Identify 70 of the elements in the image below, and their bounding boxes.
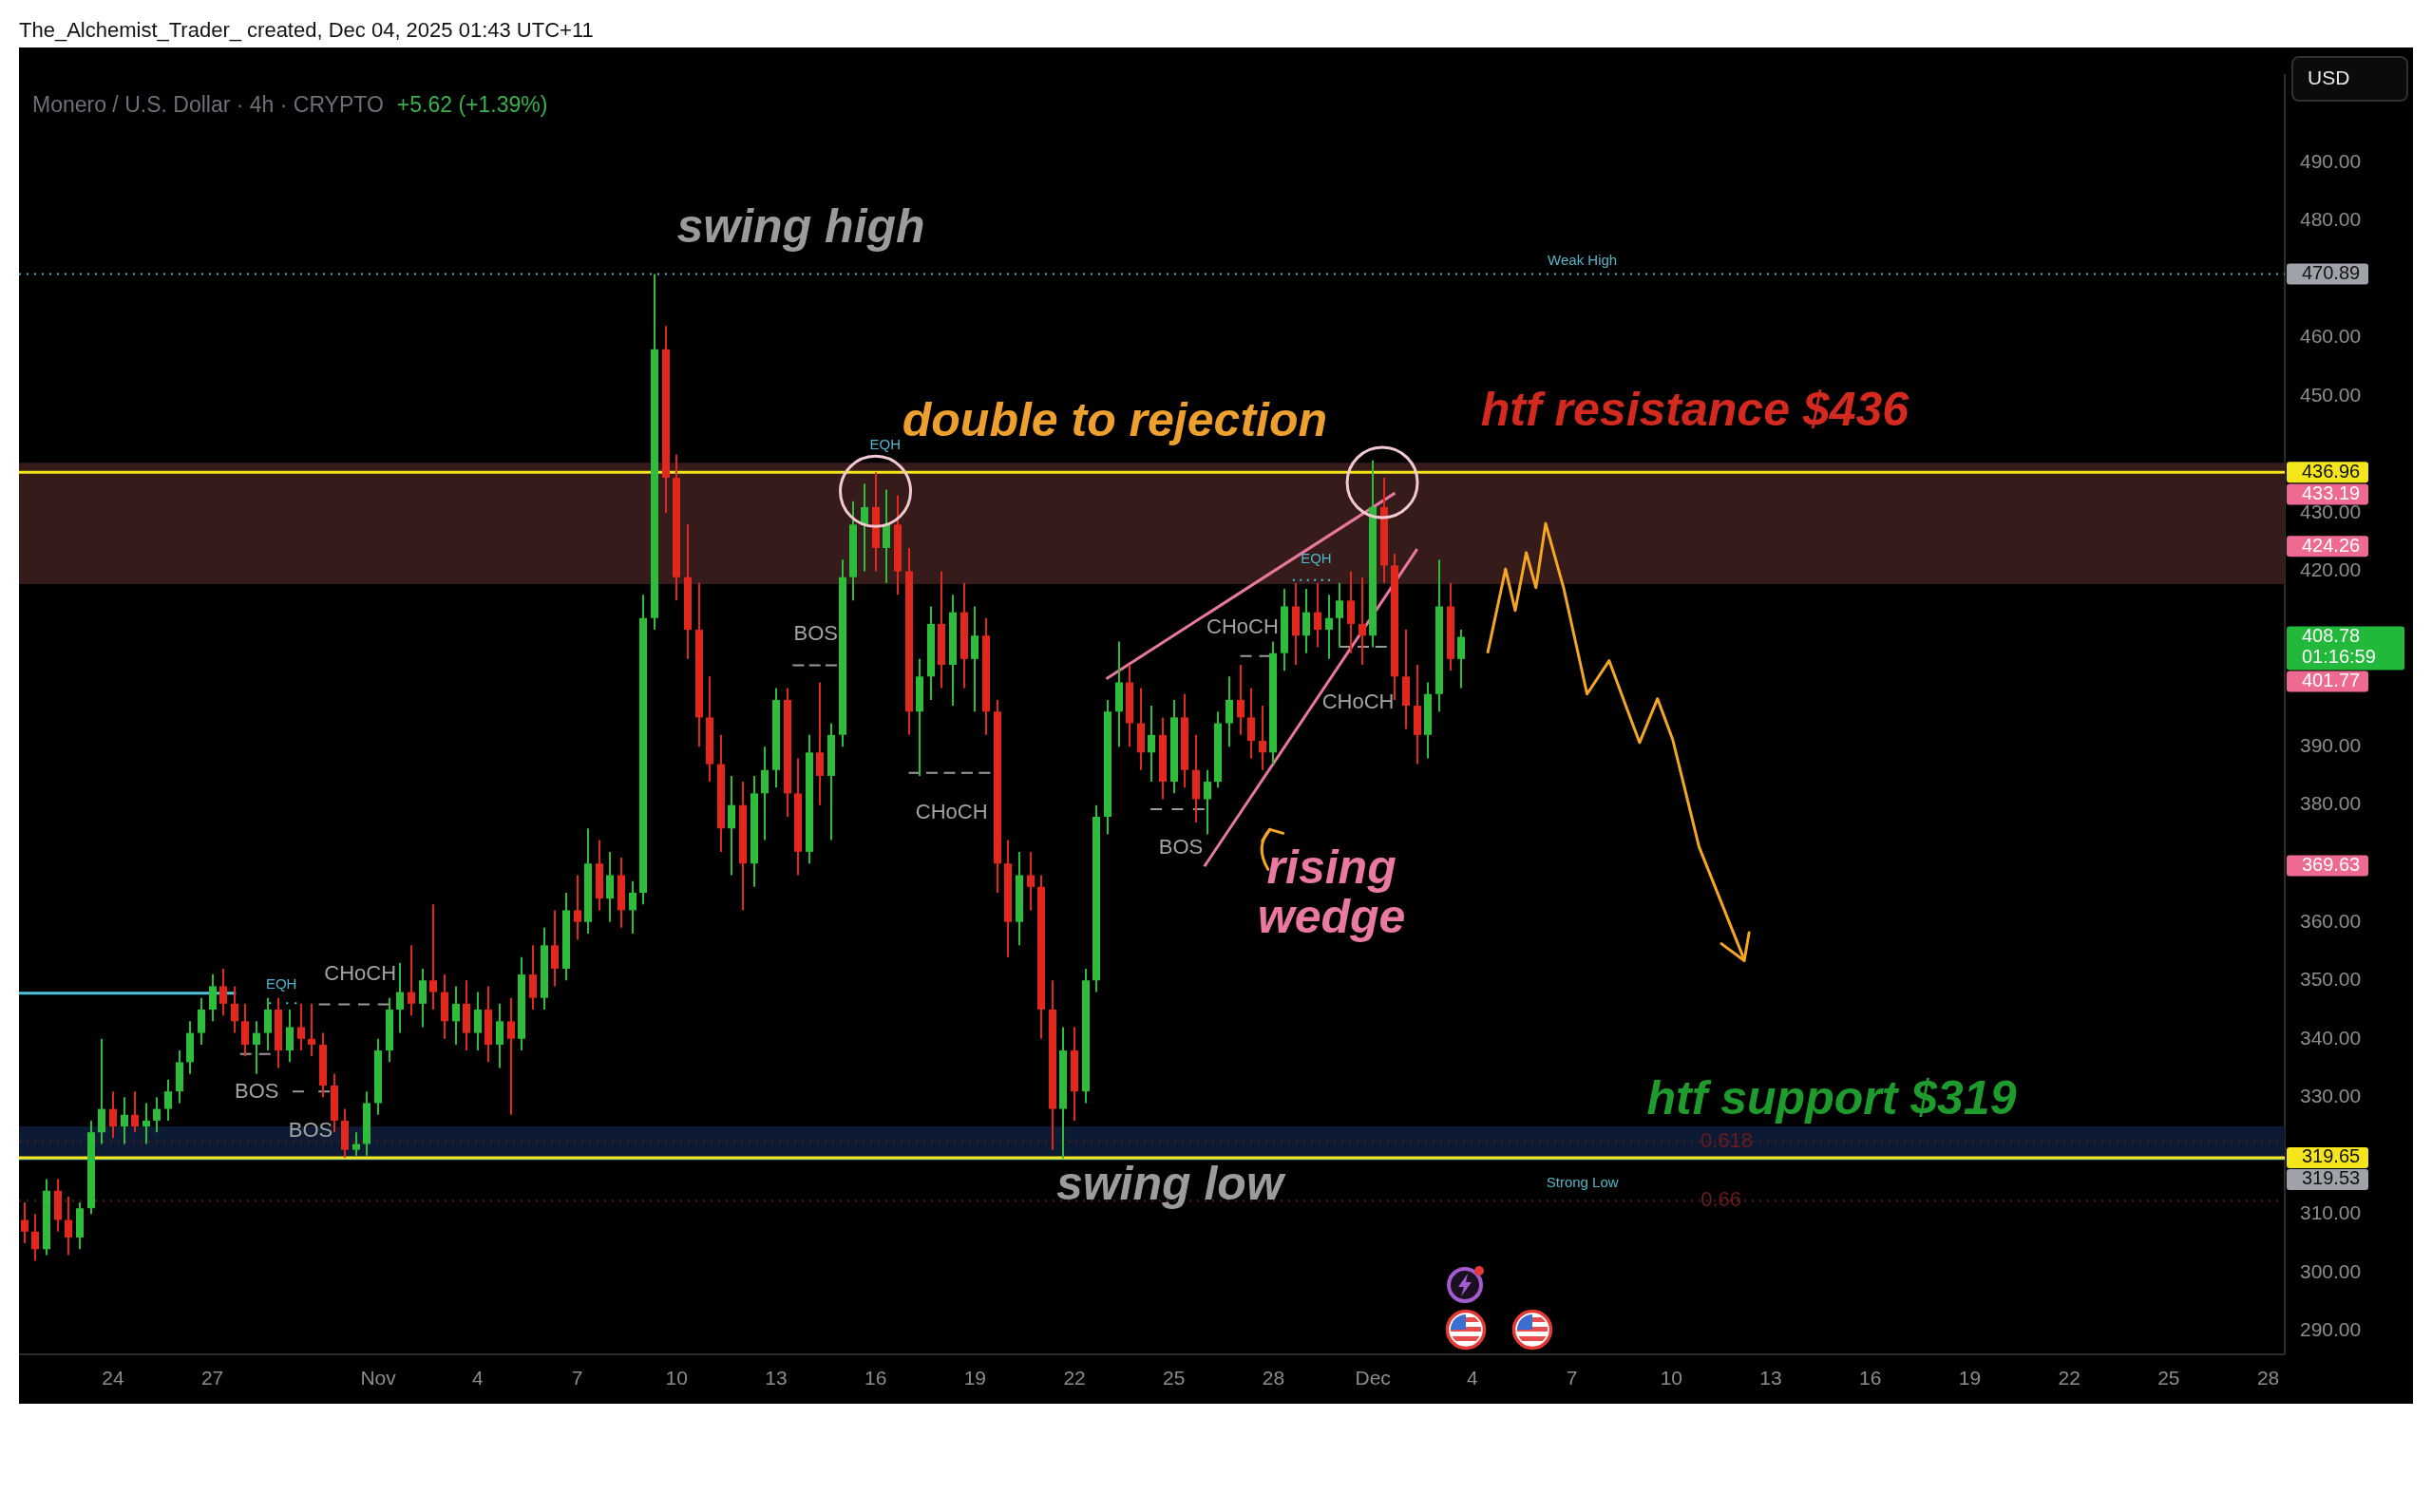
y-tick-label: 460.00 — [2300, 325, 2362, 348]
y-tick-label: 436.96 — [2302, 460, 2361, 482]
y-tick-label: 360.00 — [2300, 909, 2362, 932]
y-tick-label: 450.00 — [2300, 383, 2362, 406]
ref-line-label: Strong Low — [1546, 1173, 1619, 1190]
y-tick-label: 310.00 — [2300, 1201, 2362, 1224]
y-tick-label: 408.78 — [2302, 625, 2361, 647]
annotation: EQH — [869, 435, 902, 452]
annotation: 0.618 — [1700, 1128, 1754, 1153]
y-tick-label: 319.65 — [2302, 1145, 2361, 1167]
annotation: rising wedge — [1257, 841, 1406, 944]
text: USD — [2308, 66, 2350, 88]
x-tick-label: 13 — [1759, 1367, 1782, 1389]
annotation: BOS — [288, 1118, 333, 1143]
y-tick-label: 401.77 — [2302, 670, 2361, 691]
annotation: CHoCH — [324, 961, 397, 986]
x-tick-label: 25 — [2157, 1367, 2180, 1389]
y-tick-label: 470.89 — [2302, 261, 2361, 283]
y-tick-label: 350.00 — [2300, 968, 2362, 991]
annotation: CHoCH — [1321, 690, 1395, 714]
x-tick-label: 19 — [963, 1367, 987, 1389]
x-tick-label: 28 — [1262, 1367, 1285, 1389]
x-tick-label: 22 — [2058, 1367, 2080, 1389]
x-tick-label: 7 — [571, 1367, 583, 1389]
y-tick-label: 290.00 — [2300, 1318, 2362, 1341]
y-tick-label: 380.00 — [2300, 792, 2362, 815]
x-tick-label: 22 — [1063, 1367, 1086, 1389]
annotation: double to rejection — [902, 393, 1328, 447]
annotation: CHoCH — [915, 800, 988, 824]
y-tick-label: 340.00 — [2300, 1026, 2362, 1049]
x-tick-label: 4 — [1467, 1367, 1479, 1389]
x-tick-label: 24 — [102, 1367, 124, 1389]
ref-line-label: Weak High — [1548, 251, 1618, 268]
y-tick-label: 300.00 — [2300, 1259, 2362, 1282]
annotation: EQH — [265, 975, 297, 992]
y-tick-label: 480.00 — [2300, 208, 2362, 231]
x-tick-label: Dec — [1355, 1367, 1391, 1389]
x-tick-label: 16 — [1859, 1367, 1882, 1389]
text: 01:16:59 — [2302, 646, 2376, 668]
annotation: htf support $319 — [1646, 1070, 2017, 1125]
x-tick-label: 10 — [665, 1367, 688, 1389]
x-tick-label: 10 — [1660, 1367, 1682, 1389]
annotation: EQH — [1301, 550, 1332, 567]
x-tick-label: 19 — [1958, 1367, 1982, 1389]
text: +5.62 (+1.39%) — [396, 91, 548, 117]
y-tick-label: 424.26 — [2302, 534, 2361, 556]
text: 319.53 — [2302, 1167, 2361, 1189]
annotation: htf resistance $436 — [1480, 382, 1910, 436]
annotation: BOS — [1158, 834, 1204, 859]
text: The_Alchemist_Trader_ created, Dec 04, 2025 01:43 UTC+11 — [19, 18, 594, 43]
annotation: BOS — [793, 621, 839, 646]
x-tick-label: 27 — [200, 1367, 224, 1389]
y-tick-label: 420.00 — [2300, 558, 2362, 581]
x-tick-label: Nov — [360, 1367, 397, 1389]
y-tick-label: 330.00 — [2300, 1085, 2362, 1107]
x-tick-label: 4 — [471, 1367, 484, 1389]
annotation: swing high — [676, 199, 925, 254]
annotation: 0.66 — [1700, 1187, 1742, 1212]
x-tick-label: 25 — [1163, 1367, 1186, 1389]
annotation: CHoCH — [1206, 614, 1279, 638]
x-tick-label: 13 — [765, 1367, 788, 1389]
y-tick-label: 390.00 — [2300, 733, 2362, 756]
x-tick-label: 7 — [1566, 1367, 1578, 1389]
x-tick-label: 16 — [864, 1367, 887, 1389]
y-tick-label: 369.63 — [2302, 853, 2361, 875]
x-tick-label: 28 — [2256, 1367, 2280, 1389]
annotation: swing low — [1055, 1156, 1286, 1210]
y-tick-label: 490.00 — [2300, 149, 2362, 172]
text: Monero / U.S. Dollar · 4h · CRYPTO — [32, 91, 384, 117]
annotation: BOS — [234, 1079, 279, 1104]
